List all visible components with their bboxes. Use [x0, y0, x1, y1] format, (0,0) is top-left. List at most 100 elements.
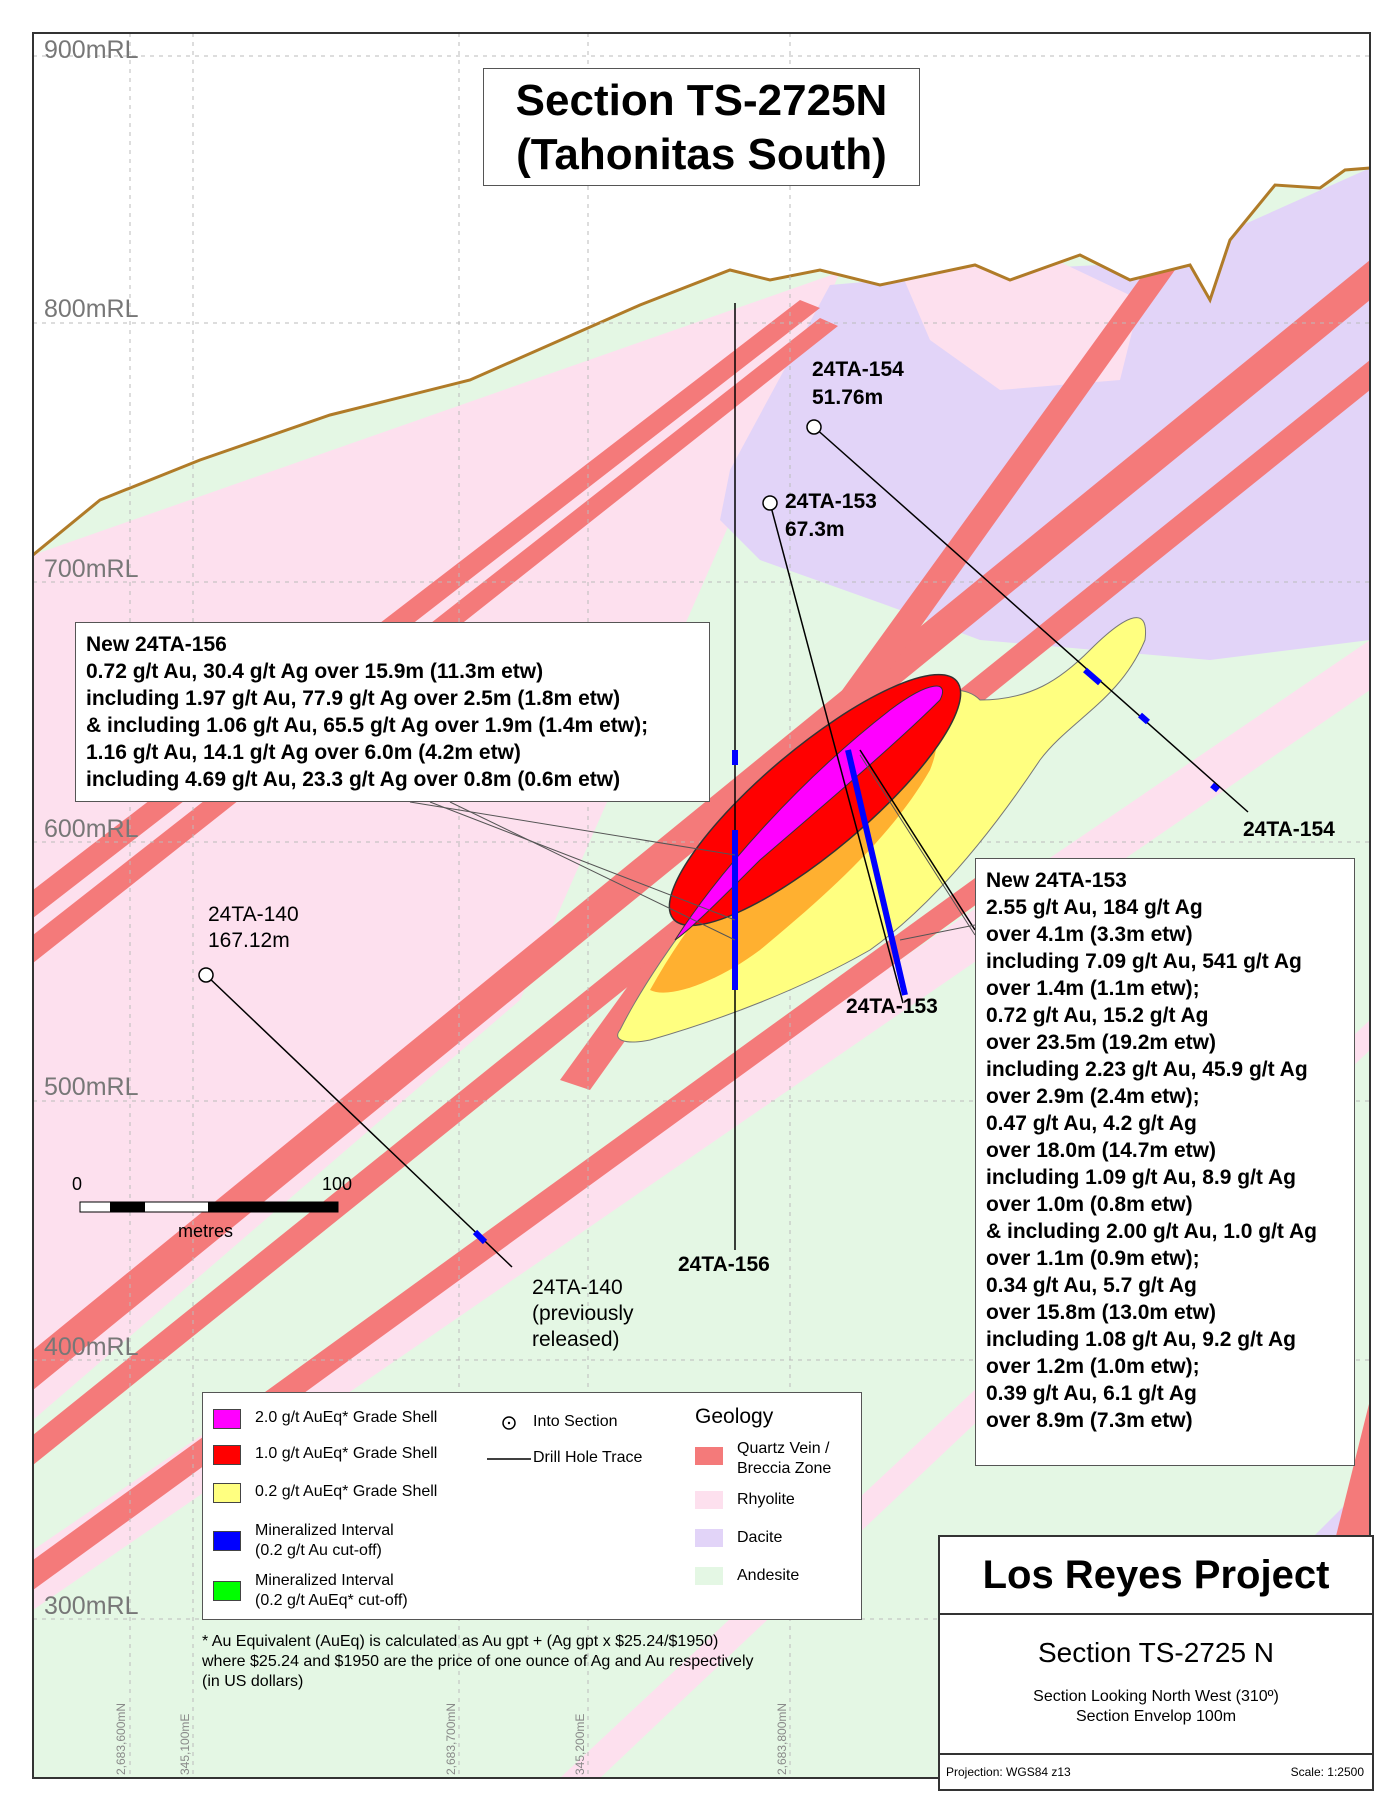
legend-quartz-label: Quartz Vein / Breccia Zone	[737, 1439, 831, 1479]
callout-153-line: over 23.5m (19.2m etw)	[986, 1031, 1216, 1054]
legend-shell-02: 0.2 g/t AuEq* Grade Shell	[213, 1483, 437, 1503]
topography-line	[33, 166, 1370, 557]
callout-153-line: over 15.8m (13.0m etw)	[986, 1301, 1216, 1324]
into-section-icon	[502, 1416, 516, 1430]
callout-156-line: 1.16 g/t Au, 14.1 g/t Ag over 6.0m (4.2m…	[86, 741, 521, 764]
into-section-collars	[198, 419, 822, 983]
hole-depth-140: 167.12m	[208, 929, 290, 952]
scale-unit-label: metres	[178, 1221, 234, 1241]
callout-leaders	[409, 754, 976, 941]
legend-andesite-label: Andesite	[737, 1567, 800, 1584]
legend-drill-trace-label: Drill Hole Trace	[533, 1449, 643, 1466]
swatch-dacite	[695, 1529, 723, 1547]
swatch-rhyolite	[695, 1491, 723, 1509]
grid-label: 345,100mE	[178, 1713, 192, 1775]
legend-min-au-label: Mineralized Interval (0.2 g/t Au cut-off…	[255, 1521, 394, 1561]
legend-dacite-label: Dacite	[737, 1529, 783, 1546]
callout-153-line: over 4.1m (3.3m etw)	[986, 923, 1193, 946]
callout-153-line: over 1.4m (1.1m etw);	[986, 977, 1200, 1000]
drill-hole-traces	[205, 303, 1249, 1268]
callout-156-line: & including 1.06 g/t Au, 65.5 g/t Ag ove…	[86, 714, 649, 737]
project-scale: Scale: 1:2500	[1290, 1765, 1364, 1779]
hole-label-140: 24TA-140	[208, 903, 299, 926]
callout-153-line: 2.55 g/t Au, 184 g/t Ag	[986, 896, 1203, 919]
legend: 2.0 g/t AuEq* Grade Shell 1.0 g/t AuEq* …	[202, 1392, 862, 1620]
hole-end-label-140-line2: (previously	[532, 1302, 634, 1325]
mineralized-intervals	[472, 667, 1220, 1245]
legend-min-au-line2: (0.2 g/t Au cut-off)	[255, 1542, 382, 1559]
elevation-label-500: 500mRL	[44, 1073, 139, 1101]
scale-end-label: 100	[322, 1174, 353, 1194]
hole-end-label-153: 24TA-153	[846, 995, 938, 1018]
callout-153-line: over 18.0m (14.7m etw)	[986, 1139, 1216, 1162]
callout-153-line: & including 2.00 g/t Au, 1.0 g/t Ag	[986, 1220, 1317, 1243]
elevation-label-600: 600mRL	[44, 815, 139, 843]
legend-into-section-label: Into Section	[533, 1413, 618, 1430]
legend-min-au: Mineralized Interval (0.2 g/t Au cut-off…	[213, 1521, 394, 1561]
legend-shell-2-label: 2.0 g/t AuEq* Grade Shell	[255, 1409, 438, 1426]
legend-shell-1: 1.0 g/t AuEq* Grade Shell	[213, 1445, 437, 1465]
callout-24ta-156: New 24TA-156 0.72 g/t Au, 30.4 g/t Ag ov…	[75, 622, 710, 802]
legend-quartz-line2: Breccia Zone	[737, 1460, 832, 1477]
callout-153-line: including 1.09 g/t Au, 8.9 g/t Ag	[986, 1166, 1296, 1189]
sky	[33, 33, 1370, 555]
legend-shell-1-label: 1.0 g/t AuEq* Grade Shell	[255, 1445, 438, 1462]
grid-label: 2,683,600mN	[114, 1702, 128, 1775]
swatch-quartz	[695, 1447, 723, 1465]
elevation-label-300: 300mRL	[44, 1592, 139, 1620]
project-envelope: Section Envelop 100m	[1075, 1708, 1237, 1725]
legend-into-section: Into Section	[499, 1413, 618, 1433]
callout-24ta-153: New 24TA-153 2.55 g/t Au, 184 g/t Ag ove…	[975, 858, 1355, 1466]
legend-min-aueq: Mineralized Interval (0.2 g/t AuEq* cut-…	[213, 1571, 408, 1611]
hole-end-label-154: 24TA-154	[1243, 818, 1335, 841]
legend-rhyolite: Rhyolite	[695, 1491, 795, 1509]
legend-quartz: Quartz Vein / Breccia Zone	[695, 1439, 831, 1479]
grid-label: 2,683,800mN	[775, 1702, 789, 1775]
project-section: Section TS-2725 N	[1037, 1637, 1275, 1668]
aueq-footnote: * Au Equivalent (AuEq) is calculated as …	[202, 1632, 754, 1692]
legend-andesite: Andesite	[695, 1567, 799, 1585]
callout-156-line: including 1.97 g/t Au, 77.9 g/t Ag over …	[86, 687, 621, 710]
project-looking: Section Looking North West (310º)	[1033, 1688, 1279, 1705]
hole-end-label-140-line1: 24TA-140	[532, 1276, 623, 1299]
callout-153-line: including 1.08 g/t Au, 9.2 g/t Ag	[986, 1328, 1296, 1351]
hole-end-label-156: 24TA-156	[678, 1253, 770, 1276]
swatch-shell-2	[213, 1409, 241, 1429]
hole-depth-154: 51.76m	[812, 386, 884, 409]
project-projection: Projection: WGS84 z13	[946, 1765, 1071, 1779]
legend-min-aueq-line1: Mineralized Interval	[255, 1572, 394, 1589]
legend-shell-2: 2.0 g/t AuEq* Grade Shell	[213, 1409, 437, 1429]
elevation-label-700: 700mRL	[44, 555, 139, 583]
footnote-line: (in US dollars)	[202, 1673, 304, 1690]
legend-min-au-line1: Mineralized Interval	[255, 1522, 394, 1539]
rhyolite-upper-right	[900, 262, 1140, 390]
hole-label-153: 24TA-153	[785, 490, 877, 513]
swatch-shell-02	[213, 1483, 241, 1503]
elevation-label-900: 900mRL	[44, 36, 139, 64]
grid-label: 345,200mE	[573, 1713, 587, 1775]
footnote-line: * Au Equivalent (AuEq) is calculated as …	[202, 1633, 719, 1650]
project-name: Los Reyes Project	[940, 1537, 1372, 1615]
callout-153-line: 0.72 g/t Au, 15.2 g/t Ag	[986, 1004, 1209, 1027]
legend-dacite: Dacite	[695, 1529, 782, 1547]
section-title: Section TS-2725N (Tahonitas South)	[483, 68, 920, 186]
legend-geology-title: Geology	[695, 1405, 774, 1428]
legend-shell-02-label: 0.2 g/t AuEq* Grade Shell	[255, 1483, 438, 1500]
callout-153-line: over 2.9m (2.4m etw);	[986, 1085, 1200, 1108]
project-footer: Projection: WGS84 z13 Scale: 1:2500	[940, 1753, 1372, 1789]
project-title-block: Los Reyes Project Section TS-2725 N Sect…	[938, 1535, 1374, 1791]
legend-drill-trace: Drill Hole Trace	[487, 1449, 642, 1469]
rhyolite-left-area	[33, 272, 840, 1420]
hole-depth-153: 67.3m	[785, 518, 845, 541]
callout-153-line: 0.47 g/t Au, 4.2 g/t Ag	[986, 1112, 1197, 1135]
legend-min-aueq-label: Mineralized Interval (0.2 g/t AuEq* cut-…	[255, 1571, 408, 1611]
callout-153-line: over 1.2m (1.0m etw);	[986, 1355, 1200, 1378]
legend-quartz-line1: Quartz Vein /	[737, 1440, 830, 1457]
callout-156-line: including 4.69 g/t Au, 23.3 g/t Ag over …	[86, 768, 621, 791]
hole-end-label-140: 24TA-140 (previously released)	[532, 1275, 634, 1353]
callout-153-line: 0.34 g/t Au, 5.7 g/t Ag	[986, 1274, 1197, 1297]
callout-153-line: over 1.0m (0.8m etw)	[986, 1193, 1193, 1216]
map-frame	[32, 32, 1371, 1779]
scale-start-label: 0	[72, 1174, 83, 1194]
scale-bar	[79, 1201, 339, 1213]
